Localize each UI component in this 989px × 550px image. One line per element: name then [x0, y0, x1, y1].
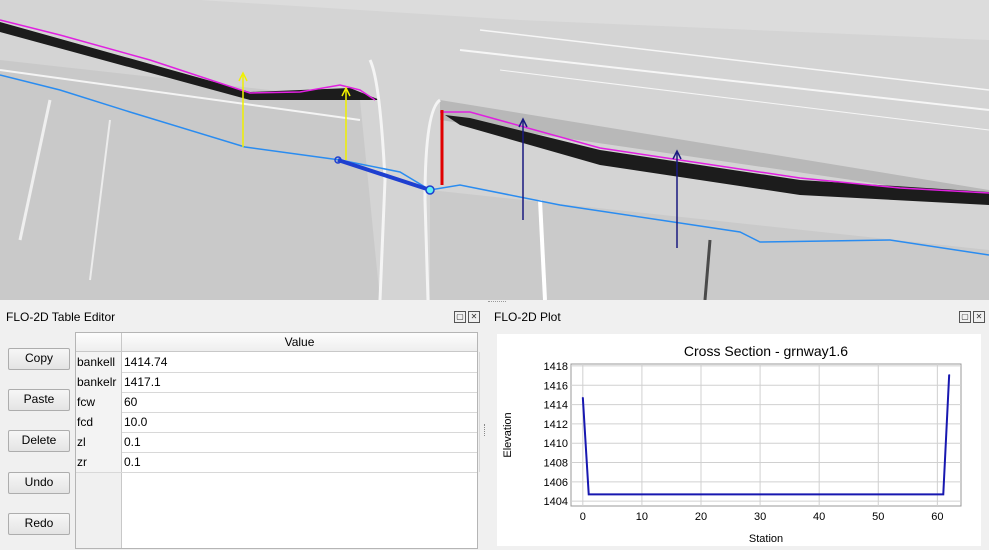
- y-tick-label: 1412: [544, 419, 568, 431]
- horizontal-splitter[interactable]: [0, 300, 989, 306]
- row-header[interactable]: fcw: [76, 392, 122, 412]
- y-tick-label: 1406: [544, 477, 568, 489]
- x-tick-label: 0: [580, 511, 586, 523]
- paste-button[interactable]: Paste: [8, 389, 70, 411]
- table-row[interactable]: fcd 10.0: [76, 412, 480, 433]
- series-line: [581, 374, 951, 496]
- y-tick-label: 1418: [544, 361, 568, 373]
- chart-title: Cross Section - grnway1.6: [684, 343, 848, 359]
- x-tick-label: 40: [813, 511, 825, 523]
- table-corner[interactable]: [76, 333, 122, 351]
- value-table[interactable]: Value bankell 1414.74 bankelr 1417.1 fcw…: [75, 332, 480, 549]
- table-row[interactable]: zl 0.1: [76, 432, 480, 453]
- plot-panel-title: FLO-2D Plot: [494, 310, 561, 324]
- undo-button[interactable]: Undo: [8, 472, 70, 494]
- table-row[interactable]: zr 0.1: [76, 452, 480, 473]
- table-row[interactable]: fcw 60: [76, 392, 480, 413]
- y-tick-label: 1410: [544, 438, 568, 450]
- table-header: Value: [76, 333, 477, 352]
- close-icon[interactable]: ✕: [973, 311, 985, 323]
- y-tick-label: 1408: [544, 458, 568, 470]
- row-value[interactable]: 10.0: [122, 412, 480, 432]
- y-tick-label: 1414: [544, 400, 568, 412]
- x-axis-label: Station: [749, 533, 783, 545]
- x-tick-label: 10: [636, 511, 648, 523]
- series-point: [948, 374, 950, 376]
- x-tick-label: 20: [695, 511, 707, 523]
- terrain-view: [0, 19, 989, 300]
- row-value[interactable]: 1414.74: [122, 352, 480, 372]
- table-editor-panel: FLO-2D Table Editor ▢ ✕ Copy Paste Delet…: [0, 306, 484, 550]
- row-value[interactable]: 60: [122, 392, 480, 412]
- row-value[interactable]: 0.1: [122, 452, 480, 472]
- row-header[interactable]: fcd: [76, 412, 122, 432]
- row-header[interactable]: zr: [76, 452, 122, 472]
- y-axis-label: Elevation: [502, 412, 514, 457]
- right-bank-line: [440, 111, 989, 194]
- delete-button[interactable]: Delete: [8, 430, 70, 452]
- yellow-arrows: [238, 71, 351, 160]
- x-tick-label: 50: [872, 511, 884, 523]
- series-point: [942, 493, 944, 495]
- row-header[interactable]: bankell: [76, 352, 122, 372]
- x-tick-label: 60: [931, 511, 943, 523]
- splitter-grip: [488, 301, 506, 305]
- row-value[interactable]: 0.1: [122, 432, 480, 452]
- plot-panel: FLO-2D Plot ▢ ✕ 0 10 20 30 40 50 60 1404 1406 140…: [488, 306, 989, 550]
- navy-arrows: [518, 117, 682, 248]
- table-editor-title: FLO-2D Table Editor: [6, 310, 116, 324]
- plot-area[interactable]: 0 10 20 30 40 50 60 1404 1406 1408 1410 1412 1414 141…: [497, 334, 981, 546]
- table-row[interactable]: bankell 1414.74: [76, 352, 480, 373]
- cross-section-line: [337, 158, 431, 192]
- panel-resize-handle[interactable]: [484, 424, 488, 436]
- cross-section-node: [425, 185, 435, 195]
- x-tick-label: 30: [754, 511, 766, 523]
- float-icon[interactable]: ▢: [959, 311, 971, 323]
- row-header[interactable]: bankelr: [76, 372, 122, 392]
- table-row[interactable]: bankelr 1417.1: [76, 372, 480, 393]
- map-canvas[interactable]: [0, 0, 989, 300]
- series-point: [582, 396, 584, 398]
- float-icon[interactable]: ▢: [454, 311, 466, 323]
- series-point: [588, 493, 590, 495]
- cross-section-chart: 0 10 20 30 40 50 60 1404 1406 1408 1410 1412 1414 141…: [502, 343, 962, 545]
- copy-button[interactable]: Copy: [8, 348, 70, 370]
- redo-button[interactable]: Redo: [8, 513, 70, 535]
- close-icon[interactable]: ✕: [468, 311, 480, 323]
- left-bank-line: [0, 19, 376, 101]
- row-header[interactable]: zl: [76, 432, 122, 452]
- y-tick-label: 1404: [544, 496, 568, 508]
- y-tick-label: 1416: [544, 380, 568, 392]
- value-column-header[interactable]: Value: [284, 335, 315, 349]
- row-value[interactable]: 1417.1: [122, 372, 480, 392]
- row-header-filler: [76, 473, 122, 548]
